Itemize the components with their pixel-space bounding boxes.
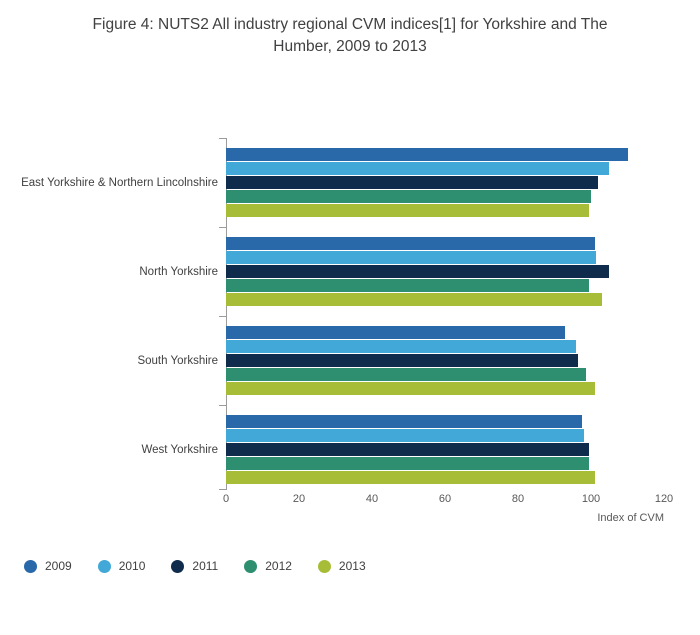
legend-label: 2012: [265, 559, 292, 574]
x-axis: Index of CVM 0 20 40 60 80 100 120: [222, 493, 673, 535]
bar-2009[interactable]: [226, 148, 628, 162]
x-tick-label: 40: [365, 493, 379, 506]
bar-2012[interactable]: [226, 368, 586, 382]
bar-group: [219, 405, 664, 487]
legend-label: 2011: [192, 559, 219, 574]
legend-label: 2009: [45, 559, 72, 574]
bar-2009[interactable]: [226, 415, 582, 429]
legend-item-2012[interactable]: 2012: [244, 559, 292, 573]
legend-swatch-icon: [244, 559, 258, 573]
legend-swatch-icon: [171, 559, 185, 573]
plot-area: East Yorkshire & Northern Lincolnshire No…: [10, 138, 664, 491]
bar-2010[interactable]: [226, 162, 610, 176]
bar-2011[interactable]: [226, 176, 599, 190]
x-tick-label: 60: [438, 493, 452, 506]
y-axis-line: [226, 138, 227, 491]
legend-swatch-icon: [24, 559, 37, 573]
legend-label: 2010: [118, 559, 146, 574]
bar-2012[interactable]: [226, 190, 591, 204]
bar-2010[interactable]: [226, 340, 577, 354]
bar-group: [219, 316, 664, 398]
category-label: North Yorkshire: [139, 265, 218, 278]
bar-2009[interactable]: [226, 326, 566, 340]
x-axis-title: Index of CVM: [597, 512, 664, 525]
category-group: South Yorkshire: [10, 316, 664, 398]
category-label: South Yorkshire: [137, 354, 218, 367]
bar-2009[interactable]: [226, 237, 595, 251]
category-label: West Yorkshire: [141, 443, 219, 456]
x-tick-label: 80: [511, 493, 525, 506]
legend-swatch-icon: [97, 559, 111, 573]
x-tick-label: 20: [292, 493, 306, 506]
bar-2011[interactable]: [226, 443, 590, 457]
bar-2013[interactable]: [226, 382, 595, 396]
bar-group: [219, 138, 664, 220]
legend-swatch-icon: [317, 559, 331, 573]
x-tick-label: 100: [581, 493, 601, 506]
x-tick-label: 0: [222, 493, 230, 506]
legend-item-2011[interactable]: 2011: [171, 559, 218, 573]
bar-2010[interactable]: [226, 429, 584, 443]
bar-chart: East Yorkshire & Northern Lincolnshire No…: [10, 138, 673, 535]
bar-2010[interactable]: [226, 251, 597, 265]
bar-2013[interactable]: [226, 204, 590, 218]
bar-2011[interactable]: [226, 354, 579, 368]
legend-label: 2013: [338, 559, 366, 574]
bar-2013[interactable]: [226, 471, 595, 485]
legend-item-2009[interactable]: 2009: [24, 559, 72, 573]
legend-item-2010[interactable]: 2010: [97, 559, 146, 574]
category-group: East Yorkshire & Northern Lincolnshire: [10, 138, 664, 220]
bar-2011[interactable]: [226, 265, 610, 279]
bar-2012[interactable]: [226, 279, 590, 293]
bar-2012[interactable]: [226, 457, 590, 471]
bar-2013[interactable]: [226, 293, 602, 307]
category-group: North Yorkshire: [10, 227, 664, 309]
x-tick-label: 120: [654, 493, 674, 506]
category-group: West Yorkshire: [10, 405, 664, 487]
legend-item-2013[interactable]: 2013: [317, 559, 366, 574]
category-label: East Yorkshire & Northern Lincolnshire: [21, 176, 218, 189]
chart-title: Figure 4: NUTS2 All industry regional CV…: [92, 16, 608, 55]
bar-group: [219, 227, 664, 309]
legend: 2009 2010 2011 2012 2013: [24, 559, 700, 573]
plot-groups: East Yorkshire & Northern Lincolnshire No…: [10, 138, 664, 487]
